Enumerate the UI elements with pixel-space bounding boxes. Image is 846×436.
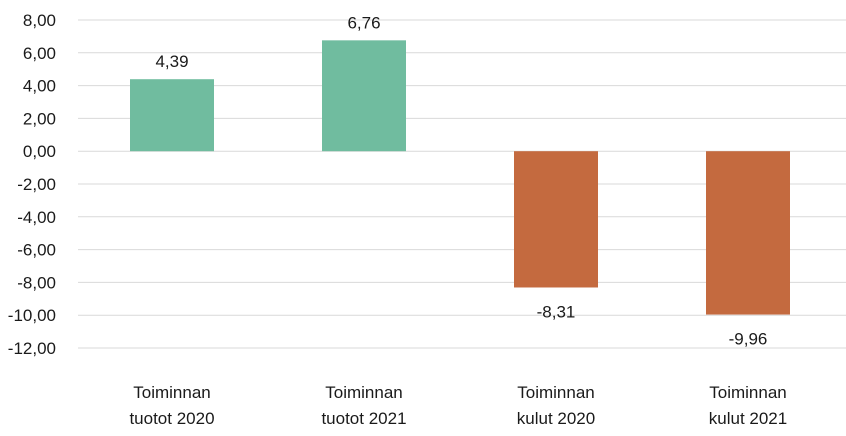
y-tick-label: -2,00 bbox=[17, 175, 56, 194]
data-label: -8,31 bbox=[537, 302, 576, 321]
y-tick-label: 2,00 bbox=[23, 109, 56, 128]
category-label: Toiminnan bbox=[517, 383, 595, 402]
y-tick-label: -4,00 bbox=[17, 208, 56, 227]
data-label: -9,96 bbox=[729, 330, 768, 349]
bar bbox=[706, 151, 790, 315]
y-tick-label: 6,00 bbox=[23, 44, 56, 63]
y-tick-label: -8,00 bbox=[17, 273, 56, 292]
y-tick-label: -12,00 bbox=[8, 339, 56, 358]
category-label: tuotot 2020 bbox=[129, 409, 214, 428]
category-labels: Toiminnan tuotot 2020 Toiminnan tuotot 2021… bbox=[129, 383, 787, 428]
bar bbox=[130, 79, 214, 152]
bar bbox=[514, 151, 598, 288]
category-label: kulut 2021 bbox=[709, 409, 787, 428]
y-axis-tick-labels: 8,00 6,00 4,00 2,00 0,00 -2,00 -4,00 -6,00 -8,00… bbox=[8, 11, 56, 358]
category-label: tuotot 2021 bbox=[321, 409, 406, 428]
bars bbox=[130, 40, 790, 315]
category-label: Toiminnan bbox=[709, 383, 787, 402]
category-label: Toiminnan bbox=[133, 383, 211, 402]
y-tick-label: -6,00 bbox=[17, 241, 56, 260]
bar bbox=[322, 40, 406, 152]
data-label: 4,39 bbox=[155, 52, 188, 71]
y-tick-label: -10,00 bbox=[8, 306, 56, 325]
data-label: 6,76 bbox=[347, 13, 380, 32]
y-tick-label: 8,00 bbox=[23, 11, 56, 30]
data-labels: 4,39 6,76 -8,31 -9,96 bbox=[155, 13, 767, 348]
y-tick-label: 0,00 bbox=[23, 142, 56, 161]
category-label: Toiminnan bbox=[325, 383, 403, 402]
category-label: kulut 2020 bbox=[517, 409, 595, 428]
y-tick-label: 4,00 bbox=[23, 77, 56, 96]
